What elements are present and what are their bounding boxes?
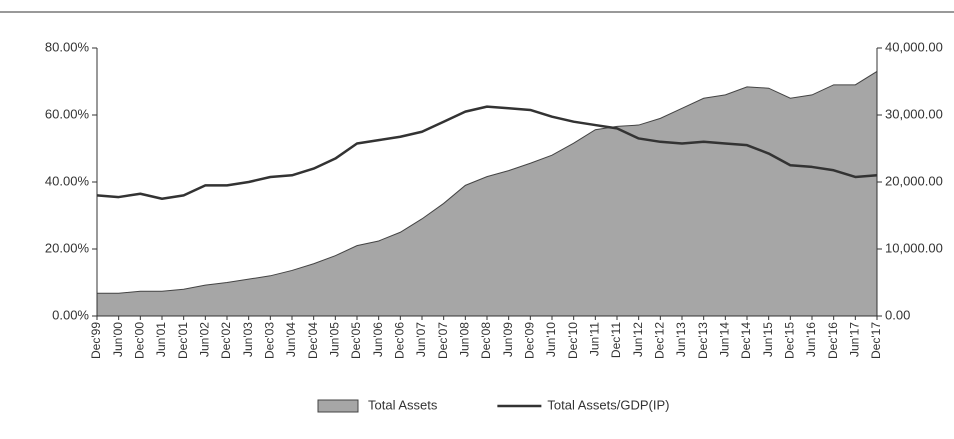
x-tick-label: Dec'00: [133, 322, 147, 359]
x-tick-label: Dec'03: [263, 322, 277, 359]
x-tick-label: Jun'10: [544, 322, 558, 357]
x-tick-label: Jun'15: [761, 322, 775, 357]
x-tick-label: Dec'10: [566, 322, 580, 359]
x-tick-label: Jun'03: [241, 322, 255, 357]
x-tick-label: Dec'11: [609, 322, 623, 358]
x-tick-label: Jun'11: [588, 322, 602, 356]
x-tick-label: Jun'04: [284, 322, 298, 357]
y-tick-label: 40.00%: [45, 173, 90, 188]
x-tick-label: Dec'17: [869, 322, 883, 359]
y2-tick-label: 0.00: [885, 307, 910, 322]
y2-tick-label: 20,000.00: [885, 173, 943, 188]
x-tick-label: Dec'13: [696, 322, 710, 359]
x-tick-label: Jun'12: [631, 322, 645, 357]
y2-tick-label: 40,000.00: [885, 39, 943, 54]
y-tick-label: 80.00%: [45, 39, 90, 54]
x-tick-label: Dec'99: [89, 322, 103, 359]
legend-label: Total Assets/GDP(IP): [547, 397, 669, 412]
x-tick-label: Jun'16: [804, 322, 818, 357]
x-tick-label: Jun'00: [111, 322, 125, 357]
x-tick-label: Jun'17: [848, 322, 862, 357]
x-tick-label: Dec'01: [176, 322, 190, 359]
x-tick-label: Dec'02: [219, 322, 233, 359]
x-tick-label: Dec'14: [739, 322, 753, 359]
x-tick-label: Dec'08: [479, 322, 493, 359]
legend-swatch: [317, 399, 359, 413]
line: [96, 105, 878, 200]
x-tick-label: Jun'07: [414, 322, 428, 357]
x-tick-label: Dec'04: [306, 322, 320, 359]
x-tick-label: Jun'05: [328, 322, 342, 357]
y2-tick-label: 30,000.00: [885, 106, 943, 121]
x-tick-label: Dec'15: [783, 322, 797, 359]
x-tick-label: Dec'09: [523, 322, 537, 359]
x-tick-label: Jun'13: [674, 322, 688, 357]
y-tick-label: 60.00%: [45, 106, 90, 121]
area: [96, 70, 878, 317]
x-tick-label: Jun'09: [501, 322, 515, 357]
x-tick-label: Jun'08: [458, 322, 472, 357]
legend-label: Total Assets: [368, 397, 438, 412]
x-tick-label: Jun'01: [154, 322, 168, 357]
x-tick-label: Jun'02: [198, 322, 212, 357]
x-tick-label: Dec'06: [393, 322, 407, 359]
x-tick-label: Jun'06: [371, 322, 385, 357]
x-tick-label: Dec'16: [826, 322, 840, 359]
y-tick-label: 0.00%: [52, 307, 89, 322]
y2-tick-label: 10,000.00: [885, 240, 943, 255]
y-tick-label: 20.00%: [45, 240, 90, 255]
x-tick-label: Dec'12: [653, 322, 667, 359]
x-tick-label: Dec'07: [436, 322, 450, 359]
x-tick-label: Dec'05: [349, 322, 363, 359]
x-tick-label: Jun'14: [718, 322, 732, 357]
